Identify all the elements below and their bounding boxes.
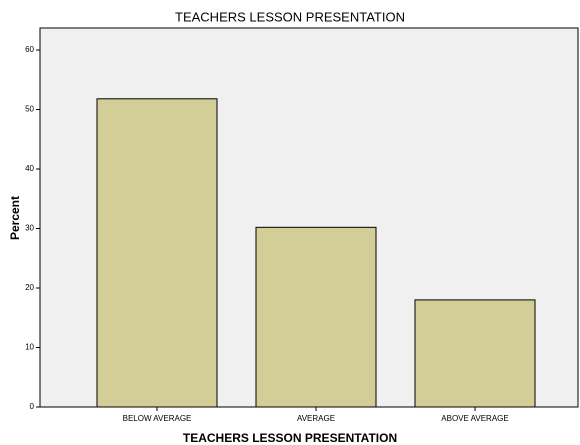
bar: [96, 98, 218, 408]
y-tick-label: 20: [25, 283, 34, 292]
y-tick-label: 60: [25, 45, 34, 54]
bar: [414, 299, 536, 408]
x-tick-label: ABOVE AVERAGE: [441, 414, 508, 423]
y-tick-label: 0: [30, 402, 35, 411]
x-tick-label: BELOW AVERAGE: [123, 414, 192, 423]
chart-title: TEACHERS LESSON PRESENTATION: [175, 9, 405, 24]
y-tick-label: 40: [25, 164, 34, 173]
bar: [255, 226, 377, 408]
x-axis-label: TEACHERS LESSON PRESENTATION: [183, 431, 397, 445]
y-axis-label: Percent: [8, 196, 22, 240]
y-tick-label: 10: [25, 343, 34, 352]
x-tick-label: AVERAGE: [297, 414, 335, 423]
y-tick-label: 30: [25, 224, 34, 233]
y-tick-label: 50: [25, 105, 34, 114]
